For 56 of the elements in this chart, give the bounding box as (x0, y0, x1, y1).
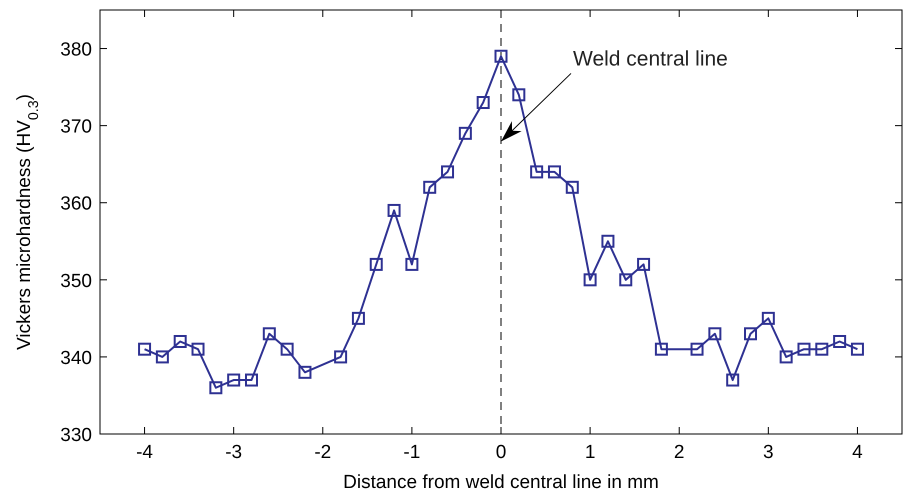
point (156, 350, 169, 364)
x-tick-label: 3 (763, 442, 774, 463)
x-tick-label: 2 (674, 442, 685, 463)
point (744, 327, 758, 340)
x-tick-label: -1 (403, 442, 420, 463)
point (566, 180, 579, 194)
point (815, 342, 828, 356)
point (637, 258, 650, 271)
point (441, 165, 454, 178)
point (334, 350, 348, 364)
point (654, 342, 668, 356)
point (601, 234, 614, 248)
point (780, 350, 793, 364)
point (797, 342, 810, 356)
y-tick-label: 340 (60, 348, 92, 369)
point (280, 342, 294, 356)
y-tick-label: 330 (60, 425, 92, 446)
y-tick-label: 370 (60, 116, 92, 138)
point (458, 126, 472, 140)
point (690, 342, 704, 356)
point (227, 374, 240, 387)
x-tick-label: -4 (136, 442, 154, 463)
point (619, 273, 632, 286)
x-tick-label: -2 (314, 442, 332, 463)
point (138, 342, 152, 356)
point (476, 96, 490, 110)
point (352, 312, 365, 325)
point (726, 374, 740, 387)
point (244, 374, 258, 387)
x-tick-label: 4 (852, 442, 864, 463)
point (530, 165, 544, 178)
annotation: Weld central line (573, 47, 728, 70)
y-tick-label: 350 (60, 270, 92, 292)
y-tick-label: 360 (60, 194, 92, 215)
point (405, 258, 418, 271)
point (850, 342, 864, 356)
point (192, 342, 205, 356)
x-tick-label: -3 (225, 442, 242, 463)
point (833, 334, 846, 348)
point (708, 327, 722, 340)
point (209, 381, 222, 394)
point (298, 366, 312, 379)
point (388, 204, 401, 217)
x-axis-title: Distance from weld central line in mm (343, 472, 659, 493)
point (512, 88, 526, 102)
point (584, 273, 597, 286)
point (494, 50, 508, 63)
x-tick-label: 0 (496, 442, 506, 463)
point (548, 165, 561, 178)
point (262, 327, 276, 340)
y-tick-label: 380 (60, 40, 92, 61)
point (423, 180, 436, 194)
point (174, 334, 187, 348)
point (370, 258, 383, 271)
point (762, 312, 775, 325)
x-tick-label: 1 (584, 442, 596, 463)
